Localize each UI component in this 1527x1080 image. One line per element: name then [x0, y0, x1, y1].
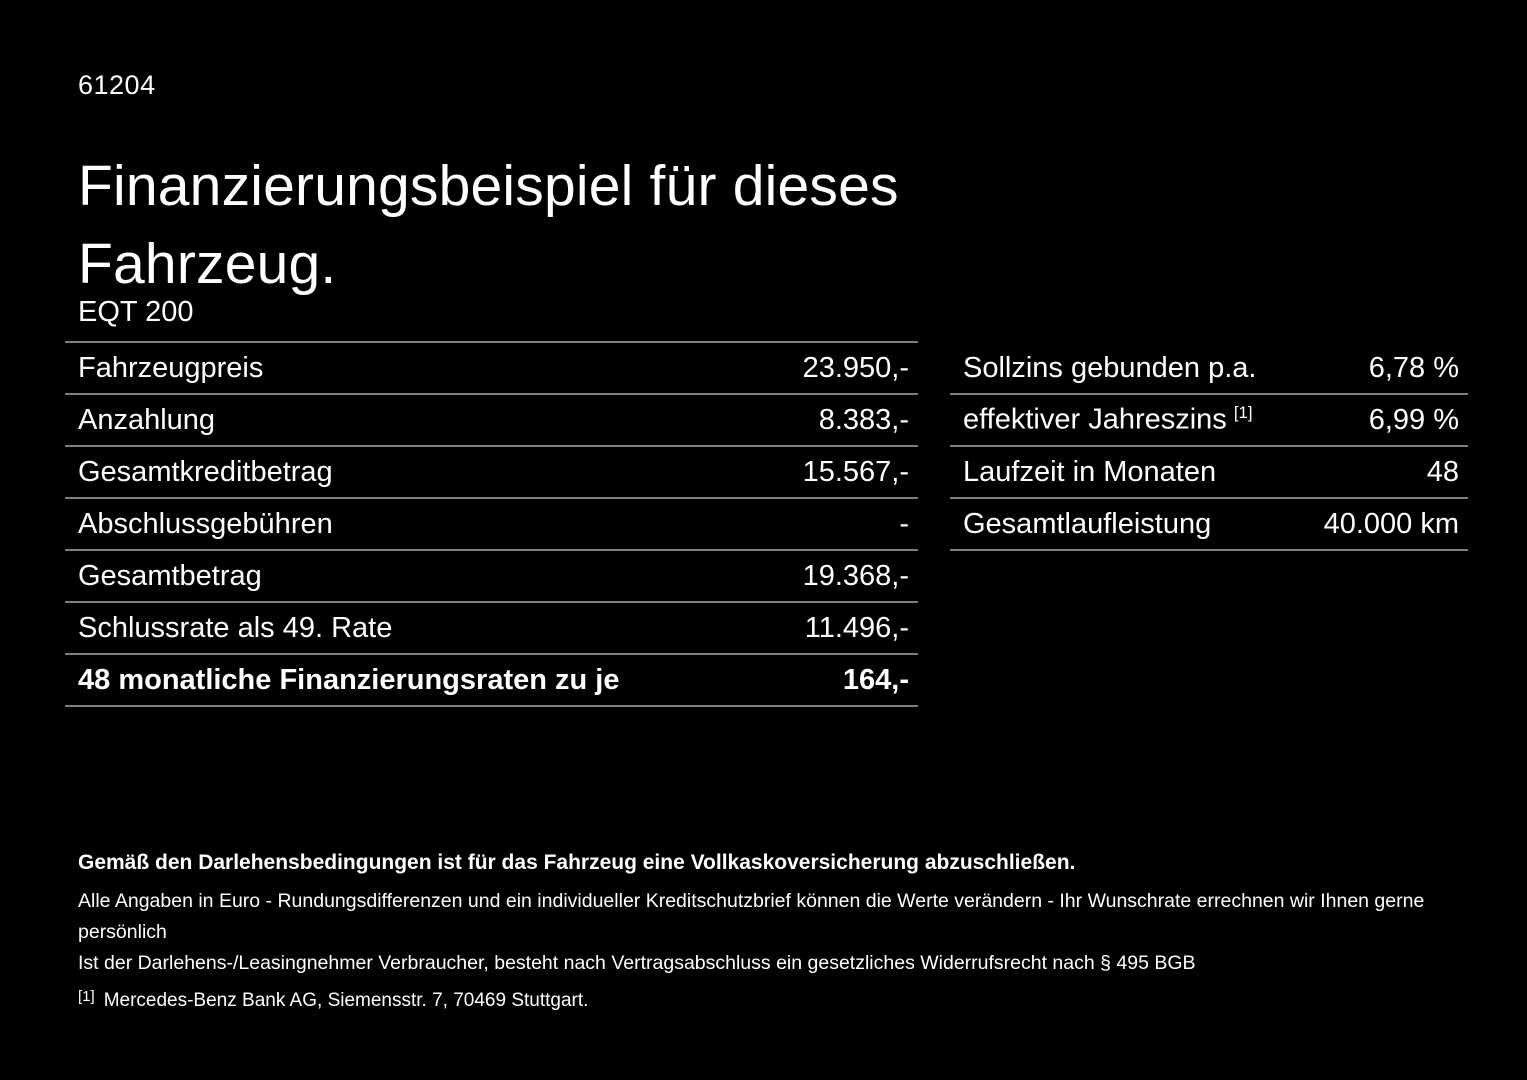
- row-label: Anzahlung: [78, 403, 216, 436]
- row-label: Gesamtbetrag: [78, 559, 262, 592]
- row-label: Sollzins gebunden p.a.: [963, 351, 1257, 384]
- row-label: Laufzeit in Monaten: [963, 455, 1217, 488]
- row-value: 40.000 km: [1323, 507, 1459, 540]
- row-value: 23.950,-: [802, 351, 909, 384]
- table-row: Fahrzeugpreis 23.950,-: [65, 343, 918, 395]
- table-row: 48 monatliche Finanzierungsraten zu je 16…: [65, 655, 918, 707]
- euro-rounding-note: Alle Angaben in Euro - Rundungsdifferenz…: [78, 890, 1425, 943]
- bank-footnote: [1] Mercedes-Benz Bank AG, Siemensstr. 7,…: [78, 988, 1458, 1012]
- row-value: 6,78 %: [1368, 351, 1459, 384]
- table-row: Sollzins gebunden p.a. 6,78 %: [950, 343, 1468, 395]
- table-row: Abschlussgebühren -: [65, 499, 918, 551]
- vehicle-model: EQT 200: [78, 296, 194, 328]
- row-value: 15.567,-: [802, 455, 909, 488]
- footnote-marker: [1]: [78, 988, 95, 1005]
- table-row: effektiver Jahreszins [1] 6,99 %: [950, 395, 1468, 447]
- row-label: 48 monatliche Finanzierungsraten zu je: [78, 663, 620, 696]
- row-label: Fahrzeugpreis: [78, 351, 264, 384]
- row-label: Abschlussgebühren: [78, 507, 333, 540]
- row-value: 8.383,-: [818, 403, 909, 436]
- row-value: 6,99 %: [1368, 403, 1459, 436]
- row-value: -: [899, 507, 909, 540]
- footnote-marker: [1]: [1233, 403, 1253, 423]
- page-title: Finanzierungsbeispiel für dieses Fahrzeu…: [78, 154, 899, 296]
- document-number: 61204: [78, 70, 156, 100]
- table-row: Laufzeit in Monaten 48: [950, 447, 1468, 499]
- row-label: effektiver Jahreszins [1]: [963, 403, 1253, 436]
- table-row: Gesamtbetrag 19.368,-: [65, 551, 918, 603]
- footer: Gemäß den Darlehensbedingungen ist für d…: [78, 851, 1458, 1012]
- row-value: 164,-: [842, 663, 909, 696]
- row-value: 11.496,-: [804, 611, 909, 644]
- table-row: Schlussrate als 49. Rate 11.496,-: [65, 603, 918, 655]
- row-label: Gesamtlaufleistung: [963, 507, 1212, 540]
- footnote-text: Mercedes-Benz Bank AG, Siemensstr. 7, 70…: [103, 990, 589, 1011]
- row-label: Gesamtkreditbetrag: [78, 455, 333, 488]
- row-value: 48: [1426, 455, 1459, 488]
- withdrawal-right-note: Ist der Darlehens-/Leasingnehmer Verbrau…: [78, 952, 1196, 974]
- table-row: Gesamtlaufleistung 40.000 km: [950, 499, 1468, 551]
- table-row: Gesamtkreditbetrag 15.567,-: [65, 447, 918, 499]
- conditions-table: Sollzins gebunden p.a. 6,78 % effektiver J…: [950, 343, 1468, 551]
- row-label: Schlussrate als 49. Rate: [78, 611, 393, 644]
- insurance-note: Gemäß den Darlehensbedingungen ist für d…: [78, 851, 1076, 874]
- row-value: 19.368,-: [802, 559, 909, 592]
- finance-table: Fahrzeugpreis 23.950,- Anzahlung 8.383,- Ges…: [65, 341, 918, 707]
- table-row: Anzahlung 8.383,-: [65, 395, 918, 447]
